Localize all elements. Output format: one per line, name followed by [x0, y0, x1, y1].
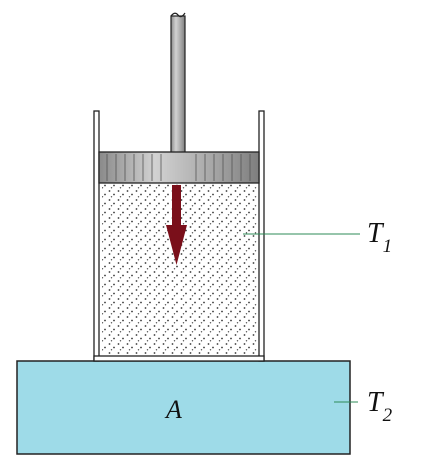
gas-temperature-symbol: T [367, 218, 385, 249]
piston-rod-broken-top [170, 12, 186, 18]
heat-reservoir [16, 360, 351, 455]
gas-temperature-subscript: 1 [383, 236, 393, 257]
cylinder-right-wall [258, 110, 265, 362]
cylinder-base [93, 355, 265, 362]
cylinder-left-wall [93, 110, 100, 362]
down-arrow-icon [166, 185, 187, 265]
piston-rod [170, 15, 186, 154]
piston-ridges [106, 154, 251, 181]
reservoir-temperature-symbol: T [367, 387, 385, 418]
reservoir-temperature-label: T2 [367, 387, 393, 426]
gas-temperature-label: T1 [367, 218, 392, 257]
piston-head [98, 151, 260, 184]
reservoir-temperature-subscript: 2 [383, 405, 393, 426]
reservoir-label: A [164, 395, 182, 424]
